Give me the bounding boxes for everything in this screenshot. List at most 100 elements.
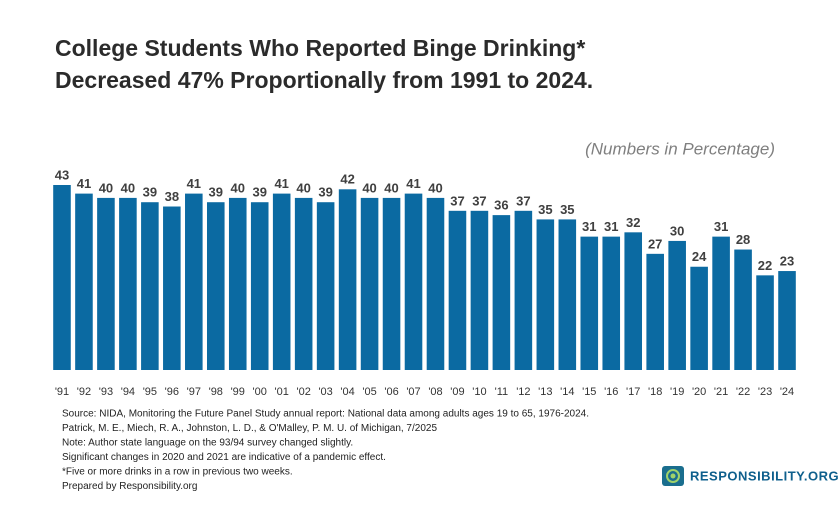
- x-tick-label: '11: [495, 386, 509, 398]
- x-tick-label: '96: [165, 386, 179, 398]
- x-tick-label: '91: [55, 386, 69, 398]
- data-label: 22: [758, 258, 772, 273]
- x-tick-label: '15: [582, 386, 596, 398]
- footnote: Prepared by Responsibility.org: [62, 481, 197, 492]
- x-tick-label: '06: [384, 386, 398, 398]
- x-tick-label: '21: [714, 386, 728, 398]
- x-tick-label: '19: [670, 386, 684, 398]
- logo-dot: [670, 473, 676, 479]
- data-label: 41: [406, 176, 420, 191]
- data-label: 31: [714, 219, 728, 234]
- x-tick-label: '23: [758, 386, 772, 398]
- data-label: 41: [187, 176, 201, 191]
- x-tick-label: '05: [362, 386, 376, 398]
- data-label: 40: [121, 180, 135, 195]
- bar: [734, 249, 752, 370]
- data-label: 27: [648, 236, 662, 251]
- data-label: 40: [231, 180, 245, 195]
- x-tick-label: '10: [472, 386, 486, 398]
- data-label: 40: [384, 180, 398, 195]
- x-tick-label: '24: [780, 386, 794, 398]
- x-tick-label: '14: [560, 386, 574, 398]
- x-tick-label: '98: [209, 386, 223, 398]
- bar: [141, 202, 159, 370]
- bar: [492, 215, 511, 370]
- data-label: 31: [604, 219, 618, 234]
- bar: [712, 236, 730, 370]
- x-tick-label: '99: [231, 386, 245, 398]
- bar: [580, 236, 599, 370]
- x-tick-label: '04: [340, 386, 354, 398]
- x-tick-label: '95: [143, 386, 157, 398]
- footnote: Note: Author state language on the 93/94…: [62, 438, 353, 449]
- bar: [53, 185, 71, 370]
- data-label: 35: [538, 202, 552, 217]
- data-label: 39: [318, 185, 332, 200]
- bar: [75, 193, 93, 370]
- x-tick-label: '16: [604, 386, 618, 398]
- data-label: 37: [450, 193, 464, 208]
- data-label: 42: [340, 172, 354, 187]
- x-tick-label: '03: [318, 386, 332, 398]
- bar: [382, 197, 401, 370]
- bar: [206, 202, 225, 370]
- x-tick-label: '97: [187, 386, 201, 398]
- bar: [778, 271, 796, 370]
- data-label: 37: [516, 193, 530, 208]
- data-label: 32: [626, 215, 640, 230]
- footnote: Significant changes in 2020 and 2021 are…: [62, 452, 386, 463]
- data-label: 39: [209, 185, 223, 200]
- bar: [272, 193, 291, 370]
- brand-logo: RESPONSIBILITY.ORG: [662, 466, 839, 486]
- bar: [360, 197, 379, 370]
- bar: [294, 197, 313, 370]
- bar: [97, 197, 115, 370]
- data-label: 30: [670, 223, 684, 238]
- chart-subtitle: (Numbers in Percentage): [585, 139, 775, 158]
- x-tick-label: '01: [275, 386, 289, 398]
- data-label: 31: [582, 219, 596, 234]
- x-tick-label: '12: [516, 386, 530, 398]
- x-tick-label: '93: [99, 386, 113, 398]
- logo-ring: [666, 469, 680, 483]
- bar: [536, 219, 555, 370]
- bar: [602, 236, 621, 370]
- x-tick-label: '22: [736, 386, 750, 398]
- bar: [668, 240, 686, 370]
- bar: [250, 202, 269, 370]
- bar: [228, 197, 247, 370]
- brand-name: RESPONSIBILITY.ORG: [690, 468, 839, 483]
- data-label: 40: [428, 180, 442, 195]
- x-tick-label: '00: [253, 386, 267, 398]
- bar: [338, 189, 357, 370]
- bar: [470, 210, 489, 370]
- data-label: 41: [274, 176, 288, 191]
- bar: [185, 193, 203, 370]
- data-label: 37: [472, 193, 486, 208]
- bar: [119, 197, 137, 370]
- data-label: 41: [77, 176, 91, 191]
- x-tick-label: '07: [406, 386, 420, 398]
- data-label: 40: [362, 180, 376, 195]
- bar: [426, 197, 445, 370]
- bar: [646, 253, 664, 370]
- x-tick-label: '92: [77, 386, 91, 398]
- bar: [756, 275, 774, 370]
- chart-title: College Students Who Reported Binge Drin…: [55, 35, 585, 61]
- bar: [690, 266, 708, 370]
- data-label: 36: [494, 198, 508, 213]
- data-label: 28: [736, 232, 750, 247]
- data-label: 43: [55, 167, 69, 182]
- x-tick-label: '08: [428, 386, 442, 398]
- data-label: 39: [143, 185, 157, 200]
- x-tick-label: '17: [626, 386, 640, 398]
- data-label: 38: [165, 189, 179, 204]
- bar: [624, 232, 643, 370]
- data-label: 40: [99, 180, 113, 195]
- data-label: 24: [692, 249, 707, 264]
- data-label: 40: [296, 180, 310, 195]
- data-label: 23: [780, 253, 794, 268]
- x-tick-label: '09: [450, 386, 464, 398]
- x-tick-label: '94: [121, 386, 135, 398]
